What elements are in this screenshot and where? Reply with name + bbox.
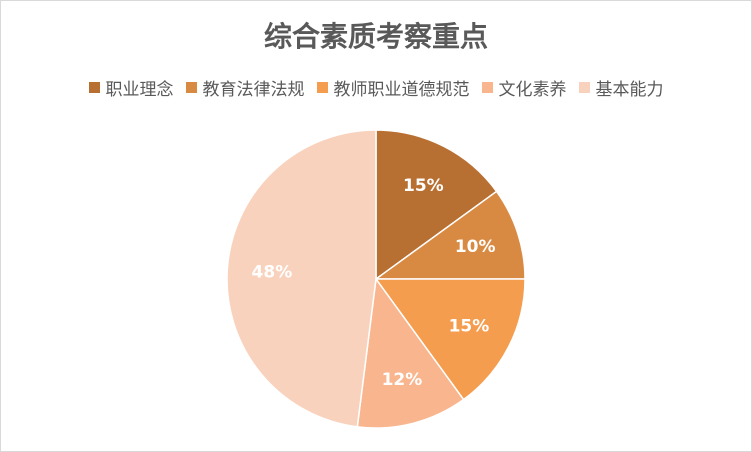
pie-slice — [373, 190, 526, 280]
slice-data-label: 10% — [455, 237, 496, 257]
legend-label: 基本能力 — [595, 80, 664, 100]
legend-item: 文化素养 — [481, 75, 567, 100]
legend-item: 基本能力 — [578, 75, 664, 100]
legend-swatch — [185, 82, 197, 93]
slice-data-label: 15% — [449, 316, 490, 336]
legend-swatch — [481, 82, 493, 93]
legend: 职业理念 教育法律法规 教师职业道德规范 文化素养 基本能力 — [1, 75, 751, 100]
slice-data-label: 12% — [382, 370, 423, 390]
legend-label: 教师职业道德规范 — [333, 80, 470, 100]
chart-title: 综合素质考察重点 — [263, 20, 488, 53]
pie-slice — [226, 129, 377, 428]
legend-item: 教师职业道德规范 — [316, 75, 470, 100]
legend-swatch — [316, 82, 328, 93]
slice-data-label: 48% — [252, 262, 293, 282]
legend-item: 教育法律法规 — [185, 75, 305, 100]
legend-item: 职业理念 — [88, 75, 174, 100]
slice-data-label: 15% — [403, 176, 444, 196]
legend-swatch — [88, 82, 100, 93]
pie-slice — [356, 277, 465, 429]
legend-label: 教育法律法规 — [202, 80, 305, 100]
pie-slice — [375, 129, 498, 281]
legend-swatch — [578, 82, 590, 93]
legend-label: 文化素养 — [498, 80, 567, 100]
pie-slice — [374, 278, 526, 401]
legend-label: 职业理念 — [105, 80, 174, 100]
